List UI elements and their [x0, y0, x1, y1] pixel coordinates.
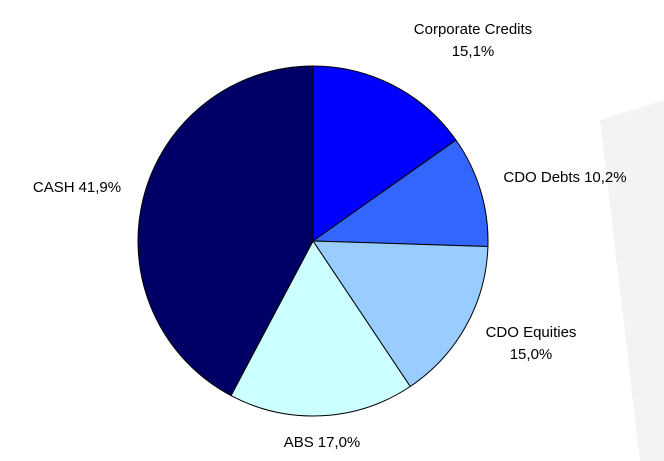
slice-name: CASH: [33, 179, 75, 196]
slice-value: 17,0%: [318, 434, 361, 451]
slice-name: Corporate Credits: [414, 21, 532, 38]
slice-name: CDO Debts: [503, 169, 580, 186]
pie-slice: [137, 65, 314, 397]
slice-value: 41,9%: [79, 179, 122, 196]
watermark: [600, 100, 664, 461]
pie-slice: [312, 240, 489, 388]
slice-name: ABS: [284, 434, 314, 451]
slice-value: 10,2%: [584, 169, 627, 186]
slice-label: CASH 41,9%: [33, 179, 121, 196]
pie-slice: [312, 65, 457, 242]
slice-label: CDO Equities 15,0%: [486, 324, 577, 363]
slice-value: 15,1%: [452, 43, 495, 60]
slice-label: ABS 17,0%: [284, 434, 361, 451]
slice-label: CDO Debts 10,2%: [503, 169, 626, 186]
pie-slice: [311, 139, 489, 248]
slice-name: CDO Equities: [486, 324, 577, 341]
slice-value: 15,0%: [510, 346, 553, 363]
slice-label: Corporate Credits 15,1%: [414, 21, 532, 60]
pie-slice: [230, 240, 411, 417]
